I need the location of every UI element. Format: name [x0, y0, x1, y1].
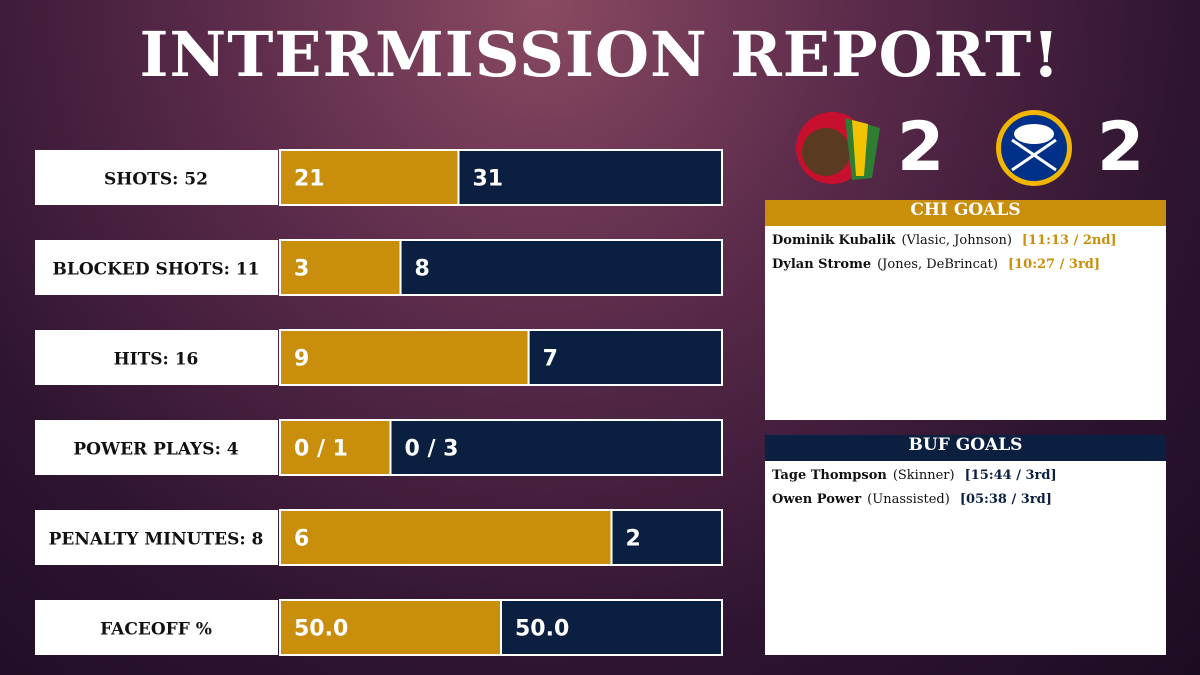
chi-bar [279, 329, 530, 386]
chi-value: 6 [294, 527, 309, 552]
buf-value: 0 / 3 [405, 437, 459, 462]
assists: (Jones, DeBrincat) [877, 257, 998, 272]
buf-bar [610, 509, 723, 566]
stat-label-box [35, 510, 278, 565]
buf-score: 2 [1097, 108, 1145, 187]
chi-score: 2 [897, 108, 945, 187]
panel-header: CHI GOALS [765, 200, 1166, 226]
buf-value: 2 [626, 527, 641, 552]
goal-time: [05:38 / 3rd] [959, 492, 1052, 507]
goal-time: [11:13 / 2nd] [1021, 233, 1117, 248]
chi-value: 3 [294, 257, 309, 282]
chi-value: 0 / 1 [294, 437, 348, 462]
scorer: Owen Power [772, 492, 862, 507]
stat-label: PENALTY MINUTES: 8 [49, 530, 264, 550]
assists: (Vlasic, Johnson) [901, 233, 1012, 248]
chi-value: 9 [294, 347, 309, 372]
chi-value: 21 [294, 167, 325, 192]
title: INTERMISSION REPORT! [139, 18, 1061, 91]
chi-value: 50.0 [294, 617, 348, 642]
goal-time: [15:44 / 3rd] [964, 468, 1057, 483]
goal-time: [10:27 / 3rd] [1007, 257, 1101, 272]
buf-bar [457, 149, 723, 206]
goal: Dylan Strome (Jones, DeBrincat) [10:27 / 3… [765, 253, 1166, 277]
buf-bar [527, 329, 723, 386]
stat-label: SHOTS: 52 [104, 170, 208, 190]
goal: Tage Thompson (Skinner) [15:44 / 3rd] [765, 464, 1166, 488]
panel-header: BUF GOALS [765, 435, 1166, 461]
chi-goals-panel: CHI GOALS Dominik Kubalik (Vlasic, Johnso… [765, 200, 1166, 420]
buf-value: 7 [543, 347, 558, 372]
stat-label-box [35, 330, 278, 385]
goal: Dominik Kubalik (Vlasic, Johnson) [11:13 /… [765, 229, 1166, 253]
stat-label-box [35, 420, 278, 475]
chi-bar [279, 419, 392, 476]
assists: (Unassisted) [867, 492, 950, 507]
scorer: Dominik Kubalik [772, 233, 896, 248]
chi-logo [796, 112, 880, 184]
stat-label-box [35, 150, 278, 205]
scorer: Tage Thompson [772, 468, 887, 483]
chi-bar [279, 239, 402, 296]
stat-label: FACEOFF % [100, 620, 212, 640]
buf-logo [996, 110, 1072, 186]
stat-label: HITS: 16 [114, 350, 199, 370]
scorer: Dylan Strome [772, 257, 872, 272]
stat-label-box [35, 600, 278, 655]
buf-bar [389, 419, 723, 476]
goal-list: Tage Thompson (Skinner) [15:44 / 3rd] Owen … [765, 461, 1166, 512]
buf-value: 50.0 [515, 617, 569, 642]
buf-value: 31 [473, 167, 504, 192]
buf-value: 8 [415, 257, 430, 282]
chi-bar [279, 509, 613, 566]
stat-label-box [35, 240, 278, 295]
assists: (Skinner) [892, 468, 955, 483]
buf-bar [500, 599, 723, 656]
goal-list: Dominik Kubalik (Vlasic, Johnson) [11:13 /… [765, 226, 1166, 277]
buf-goals-panel: BUF GOALS Tage Thompson (Skinner) [15:44 /… [765, 435, 1166, 655]
stat-label: BLOCKED SHOTS: 11 [53, 260, 260, 280]
goal: Owen Power (Unassisted) [05:38 / 3rd] [765, 488, 1166, 512]
stat-label: POWER PLAYS: 4 [73, 440, 238, 460]
buf-bar [399, 239, 723, 296]
